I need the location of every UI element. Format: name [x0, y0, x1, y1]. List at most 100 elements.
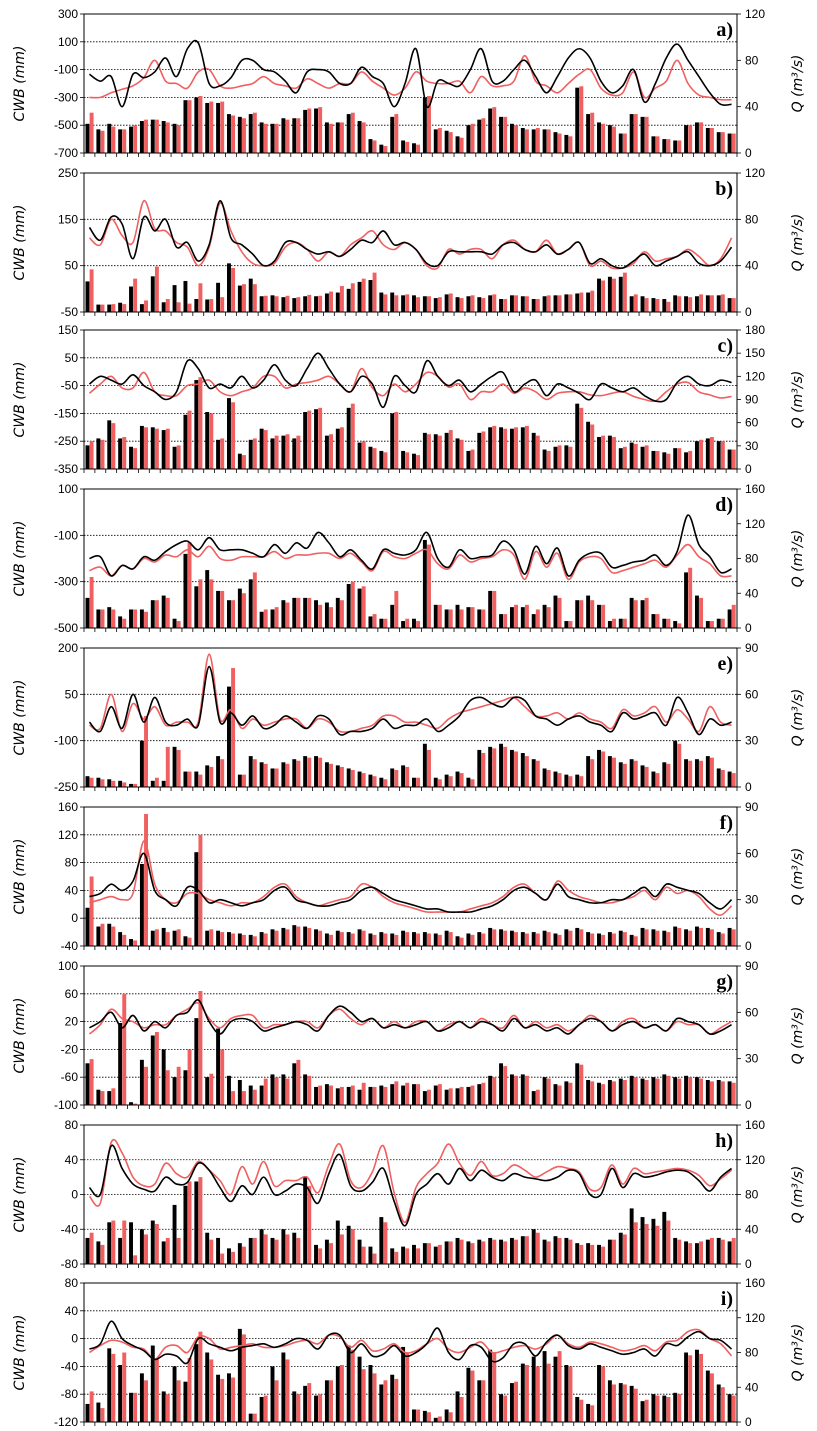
observed-bar — [618, 1232, 623, 1264]
observed-bar — [586, 756, 591, 787]
simulated-bar — [416, 455, 421, 469]
observed-bar — [705, 438, 710, 469]
observed-bar — [118, 780, 123, 787]
simulated-bar — [100, 609, 105, 628]
simulated-bar — [427, 1089, 431, 1105]
observed-bar — [640, 927, 645, 946]
simulated-bar — [557, 773, 562, 787]
simulated-bar — [644, 445, 649, 469]
simulated-bar — [709, 621, 714, 628]
observed-bar — [586, 421, 591, 469]
observed-bar — [96, 609, 101, 628]
observed-line — [88, 665, 732, 736]
observed-bar — [357, 1089, 362, 1105]
observed-bar — [597, 933, 601, 946]
y-tick-label: -250 — [54, 780, 78, 794]
simulated-bar — [622, 1079, 627, 1105]
simulated-bar — [579, 1244, 584, 1264]
observed-bar — [509, 749, 514, 787]
y2-tick-label: 0 — [745, 146, 752, 160]
simulated-bar — [274, 435, 279, 469]
observed-bar — [150, 276, 155, 312]
observed-bar — [553, 1236, 558, 1264]
simulated-bar — [492, 1352, 497, 1422]
observed-bar — [640, 1401, 645, 1422]
simulated-bar — [535, 127, 540, 153]
simulated-bar — [557, 1237, 562, 1264]
simulated-bar — [144, 119, 148, 153]
simulated-bar — [220, 1253, 225, 1264]
simulated-bar — [568, 446, 573, 469]
simulated-bar — [394, 412, 399, 469]
simulated-bar — [263, 430, 268, 469]
simulated-bar — [546, 607, 551, 628]
observed-bar — [270, 768, 275, 787]
observed-bar — [629, 442, 634, 469]
observed-bar — [194, 97, 199, 153]
simulated-bar — [220, 590, 225, 628]
y-tick-label: 80 — [65, 1276, 79, 1290]
simulated-bar — [361, 773, 366, 787]
observed-bar — [107, 1091, 112, 1105]
simulated-bar — [242, 455, 246, 469]
observed-bar — [107, 1222, 112, 1264]
observed-bar — [118, 616, 123, 628]
observed-bar — [303, 756, 308, 787]
simulated-bar — [285, 929, 290, 946]
simulated-bar — [242, 118, 246, 153]
observed-bar — [324, 122, 329, 153]
simulated-bar — [263, 1078, 268, 1105]
y-tick-label: 0 — [71, 911, 78, 925]
y-axis-title: CWB (mm) — [12, 839, 28, 915]
observed-bar — [401, 1246, 406, 1265]
plot-frame — [83, 965, 738, 1106]
simulated-bar — [263, 1234, 268, 1264]
simulated-bar — [601, 751, 606, 787]
simulated-bar — [731, 449, 736, 469]
observed-bar — [629, 1385, 634, 1422]
observed-bar — [466, 450, 471, 469]
simulated-bar — [209, 413, 214, 469]
observed-bar — [150, 427, 155, 469]
observed-bar — [118, 932, 123, 946]
simulated-bar — [350, 112, 355, 153]
simulated-bar — [568, 1366, 573, 1422]
observed-bar — [248, 934, 253, 946]
simulated-bar — [198, 774, 203, 787]
observed-bar — [531, 1356, 536, 1422]
simulated-bar — [492, 748, 497, 787]
simulated-bar — [274, 123, 279, 153]
panel-label: c) — [717, 335, 733, 357]
simulated-bar — [252, 1089, 257, 1105]
simulated-bar — [100, 1091, 105, 1105]
simulated-bar — [154, 266, 159, 312]
observed-bar — [390, 768, 395, 787]
y2-tick-label: 120 — [745, 369, 765, 383]
observed-bar — [466, 1086, 471, 1105]
simulated-bar — [688, 297, 693, 312]
simulated-bar — [285, 763, 290, 787]
y2-tick-label: 160 — [745, 1118, 765, 1132]
observed-bar — [259, 428, 264, 469]
observed-bar — [172, 285, 177, 312]
observed-bar — [303, 926, 308, 946]
observed-bar — [455, 604, 460, 628]
observed-bar — [259, 1396, 264, 1422]
observed-bar — [444, 130, 449, 153]
observed-bar — [607, 756, 612, 787]
simulated-bar — [154, 1032, 159, 1105]
simulated-bar — [568, 136, 573, 153]
simulated-bar — [144, 427, 148, 469]
observed-bar — [401, 1085, 406, 1105]
observed-bar — [227, 1373, 231, 1422]
simulated-bar — [318, 1394, 323, 1422]
simulated-bar — [644, 1224, 649, 1264]
simulated-bar — [709, 1081, 714, 1105]
simulated-bar — [220, 759, 225, 787]
observed-bar — [629, 296, 634, 312]
observed-bar — [379, 1384, 384, 1422]
y-tick-label: 120 — [58, 828, 78, 842]
observed-bar — [553, 295, 558, 312]
simulated-bar — [448, 932, 453, 946]
y2-tick-label: 60 — [745, 687, 759, 701]
